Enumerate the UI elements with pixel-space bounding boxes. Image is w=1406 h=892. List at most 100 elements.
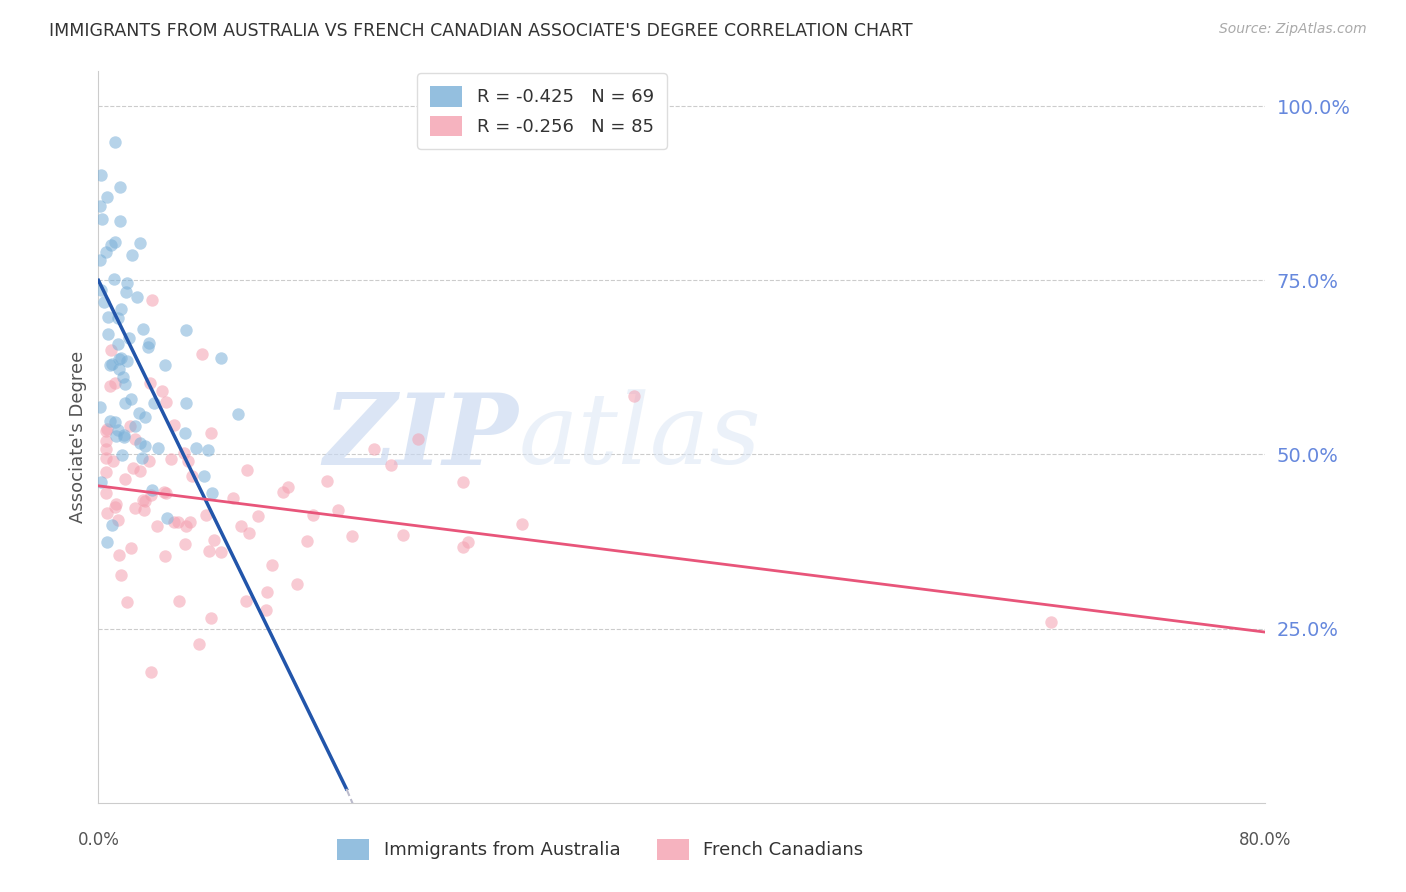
Point [110, 302, 132, 317]
Point [128, 436, 150, 450]
Point [167, 515, 190, 529]
Point [510, 516, 533, 531]
Point [134, 439, 156, 453]
Point [110, 568, 132, 582]
Point [451, 475, 474, 490]
Point [112, 369, 135, 384]
Point [91, 212, 114, 227]
Point [406, 432, 429, 446]
Point [98, 358, 121, 372]
Point [451, 540, 474, 554]
Point [93, 294, 115, 309]
Point [103, 453, 125, 467]
Point [277, 479, 299, 493]
Point [103, 271, 125, 285]
Point [167, 594, 190, 608]
Legend: Immigrants from Australia, French Canadians: Immigrants from Australia, French Canadi… [329, 831, 870, 867]
Point [104, 135, 127, 149]
Point [159, 452, 181, 467]
Point [94, 486, 117, 500]
Point [363, 442, 385, 457]
Point [104, 376, 127, 391]
Point [104, 497, 127, 511]
Point [1040, 615, 1063, 629]
Point [197, 543, 219, 558]
Point [94, 450, 117, 465]
Point [155, 394, 177, 409]
Point [146, 519, 169, 533]
Point [114, 285, 136, 299]
Point [120, 392, 142, 406]
Point [302, 508, 325, 523]
Point [114, 376, 136, 391]
Point [188, 636, 211, 650]
Point [235, 594, 257, 608]
Point [89, 199, 111, 213]
Point [132, 322, 155, 336]
Point [114, 395, 136, 409]
Point [118, 331, 141, 345]
Point [101, 518, 124, 533]
Point [141, 483, 163, 497]
Point [107, 513, 129, 527]
Point [163, 417, 186, 432]
Text: atlas: atlas [519, 390, 761, 484]
Point [94, 434, 117, 449]
Point [179, 516, 201, 530]
Point [110, 351, 132, 365]
Point [138, 454, 160, 468]
Point [142, 395, 165, 409]
Point [124, 500, 146, 515]
Text: 0.0%: 0.0% [77, 830, 120, 848]
Point [173, 537, 195, 551]
Point [104, 500, 127, 515]
Point [328, 503, 350, 517]
Point [260, 558, 283, 572]
Point [96, 190, 118, 204]
Point [98, 414, 121, 428]
Point [340, 529, 363, 543]
Point [97, 326, 120, 341]
Text: IMMIGRANTS FROM AUSTRALIA VS FRENCH CANADIAN ASSOCIATE'S DEGREE CORRELATION CHAR: IMMIGRANTS FROM AUSTRALIA VS FRENCH CANA… [49, 22, 912, 40]
Point [127, 290, 149, 304]
Point [115, 594, 138, 608]
Point [104, 415, 127, 429]
Point [141, 293, 163, 307]
Point [197, 442, 219, 457]
Point [96, 535, 118, 549]
Point [177, 454, 200, 468]
Point [256, 603, 278, 617]
Point [100, 237, 122, 252]
Point [111, 448, 134, 462]
Point [141, 488, 163, 502]
Point [200, 426, 222, 441]
Point [181, 469, 204, 483]
Point [114, 472, 136, 486]
Point [110, 179, 132, 194]
Point [124, 419, 146, 434]
Point [209, 351, 232, 366]
Point [98, 379, 121, 393]
Point [153, 358, 176, 372]
Point [89, 400, 111, 414]
Point [107, 337, 129, 351]
Point [115, 354, 138, 368]
Point [174, 323, 197, 337]
Point [193, 468, 215, 483]
Point [110, 214, 132, 228]
Point [173, 425, 195, 440]
Point [129, 236, 152, 251]
Point [97, 310, 120, 324]
Point [163, 516, 186, 530]
Point [153, 484, 176, 499]
Y-axis label: Associate's Degree: Associate's Degree [69, 351, 87, 524]
Point [112, 427, 135, 442]
Point [194, 508, 217, 522]
Point [236, 463, 259, 477]
Text: ZIP: ZIP [323, 389, 519, 485]
Point [191, 346, 214, 360]
Point [132, 493, 155, 508]
Point [107, 311, 129, 326]
Point [132, 503, 155, 517]
Point [107, 423, 129, 437]
